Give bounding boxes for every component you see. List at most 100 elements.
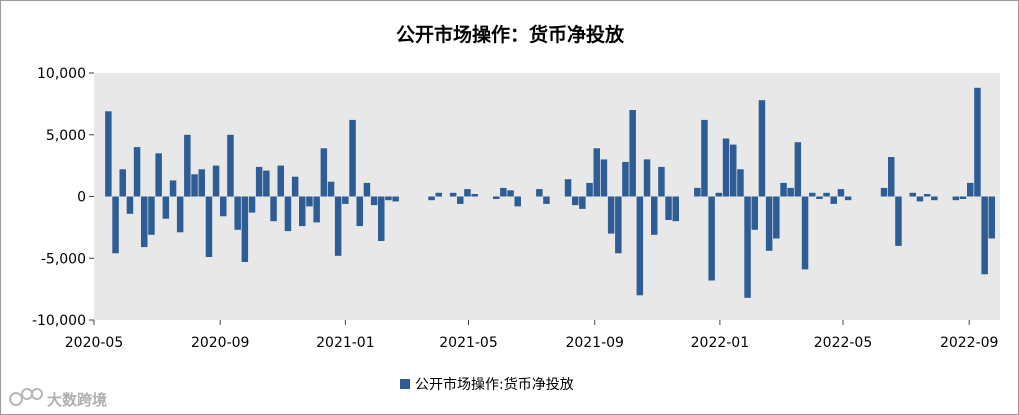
bar: [916, 196, 924, 202]
bar: [794, 142, 802, 197]
y-tick-label: -5,000: [41, 251, 86, 267]
bar: [349, 119, 356, 197]
chart-title: 公开市场操作：货币净投放: [396, 23, 625, 46]
bar: [184, 134, 191, 197]
bar: [974, 87, 981, 197]
bar: [923, 194, 931, 197]
legend: 公开市场操作:货币净投放: [400, 376, 574, 393]
bar: [643, 159, 651, 197]
bar: [507, 190, 514, 197]
bar: [148, 196, 155, 235]
bar: [370, 196, 378, 206]
x-tick-label: 2022-05: [814, 335, 873, 351]
watermark-text: 大数跨境: [47, 391, 107, 409]
bar: [615, 196, 622, 254]
bar: [471, 194, 478, 197]
bar: [162, 196, 170, 219]
bar: [600, 159, 608, 197]
y-tick-label: 5,000: [46, 128, 86, 144]
bar: [622, 161, 629, 197]
bar: [780, 182, 787, 197]
bar: [773, 196, 780, 239]
bar: [895, 196, 902, 246]
bar: [241, 196, 249, 262]
bar: [751, 196, 758, 230]
bar: [306, 196, 313, 207]
bar: [263, 170, 270, 197]
y-tick-label: -10,000: [32, 313, 86, 329]
bar: [363, 182, 371, 197]
bar: [536, 189, 543, 197]
watermark: 大数跨境: [9, 388, 107, 409]
bar: [112, 196, 119, 254]
bar: [270, 196, 277, 222]
bar: [464, 189, 471, 197]
bar: [176, 196, 184, 233]
bar: [737, 169, 744, 197]
bar: [141, 196, 148, 248]
bar: [543, 196, 550, 204]
bar: [378, 196, 385, 241]
bar: [722, 138, 730, 197]
bar: [198, 169, 205, 197]
bar: [227, 134, 234, 197]
bar: [586, 182, 593, 197]
bar: [981, 196, 988, 275]
x-tick-label: 2020-05: [65, 335, 124, 351]
bar: [334, 196, 342, 256]
bar: [967, 182, 974, 197]
bar: [255, 166, 263, 197]
bar: [730, 144, 737, 197]
bar: [809, 192, 816, 197]
bar: [715, 192, 723, 197]
x-axis: 2020-05 2020-09 2021-01 2021-05 2021-09 2022-…: [65, 320, 999, 351]
bar: [457, 196, 464, 204]
bar: [572, 196, 579, 206]
bar: [514, 196, 521, 207]
watermark-logo-icon: [9, 388, 43, 406]
bar: [385, 196, 392, 201]
bar: [744, 196, 751, 298]
bar: [191, 174, 198, 197]
bar: [428, 196, 435, 201]
bar: [220, 196, 227, 217]
bar: [449, 192, 457, 197]
bar: [342, 196, 349, 204]
bar: [593, 148, 600, 197]
bar: [205, 196, 213, 257]
bar: [952, 196, 960, 201]
bar: [313, 196, 320, 223]
bar: [234, 196, 241, 230]
bar: [212, 165, 220, 197]
bar: [888, 157, 895, 197]
bar: [169, 180, 177, 197]
bar: [787, 187, 794, 197]
bar: [658, 166, 665, 197]
x-tick-label: 2022-09: [940, 335, 999, 351]
bar: [119, 169, 126, 197]
bar: [320, 148, 328, 197]
bar: [126, 196, 134, 214]
bar: [909, 192, 916, 197]
bar: [607, 196, 615, 234]
bar: [801, 196, 809, 270]
bar: [651, 196, 658, 235]
bar: [823, 192, 830, 197]
bar: [105, 111, 112, 197]
x-tick-label: 2021-01: [316, 335, 375, 351]
x-tick-label: 2020-09: [191, 335, 250, 351]
bar: [758, 100, 766, 197]
bar: [435, 192, 442, 197]
x-tick-label: 2021-09: [565, 335, 624, 351]
bar-series: [105, 87, 995, 298]
bar: [931, 196, 938, 201]
bar: [356, 196, 363, 227]
bar: [694, 187, 701, 197]
bar: [284, 196, 292, 232]
y-tick-label: 0: [77, 190, 86, 206]
bar: [844, 196, 852, 201]
legend-label: 公开市场操作:货币净投放: [415, 376, 574, 393]
bar: [629, 110, 636, 197]
